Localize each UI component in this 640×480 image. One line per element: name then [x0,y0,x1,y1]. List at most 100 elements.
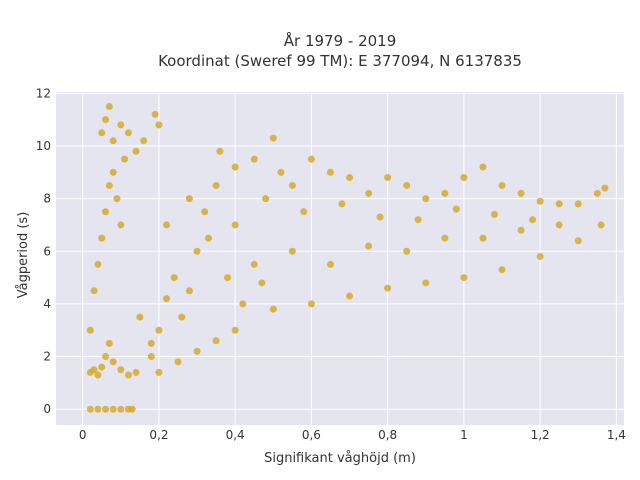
grid-lines [56,92,624,425]
data-point [250,260,258,268]
data-point [102,353,110,361]
data-point [231,326,239,334]
x-tick-label: 1,2 [531,428,550,442]
data-point [307,300,315,308]
data-point [498,181,506,189]
y-tick-label: 8 [43,192,51,206]
data-point [365,189,373,197]
data-point [262,195,270,203]
data-point [231,163,239,171]
data-point [86,326,94,334]
x-tick-label: 0,6 [302,428,321,442]
y-tick-label: 2 [43,350,51,364]
data-point [155,326,163,334]
data-point [479,163,487,171]
data-point [155,368,163,376]
data-point [414,216,422,224]
x-tick-label: 0,8 [378,428,397,442]
x-tick-label: 0 [79,428,87,442]
data-point [124,129,132,137]
data-point [193,247,201,255]
y-tick-label: 12 [36,86,51,100]
data-point [132,147,140,155]
x-tick-label: 1,4 [607,428,626,442]
data-point [201,208,209,216]
data-point [384,284,392,292]
plot-area [56,92,624,425]
data-point [113,195,121,203]
data-point [170,274,178,282]
data-point [555,200,563,208]
data-point [94,405,102,413]
data-point [117,366,125,374]
y-tick-label: 0 [43,402,51,416]
data-point [403,247,411,255]
data-point [441,189,449,197]
data-point [224,274,232,282]
data-point [365,242,373,250]
data-point [307,155,315,163]
data-point [117,405,125,413]
data-point [422,279,430,287]
data-point [117,121,125,129]
data-point [105,339,113,347]
data-point [460,174,468,182]
data-point [185,195,193,203]
data-point [155,121,163,129]
data-point [288,181,296,189]
data-point [124,371,132,379]
data-point [288,247,296,255]
data-point [98,234,106,242]
y-tick-label: 4 [43,297,51,311]
y-axis-ticks: 0 2 4 6 8 10 12 [36,86,51,416]
data-point [346,174,354,182]
x-axis-ticks: 0 0,2 0,4 0,6 0,8 1 1,2 1,4 [79,428,626,442]
data-point [231,221,239,229]
data-point [529,216,537,224]
data-points [86,102,609,413]
data-point [121,155,129,163]
data-point [98,363,106,371]
data-point [326,260,334,268]
data-point [174,358,182,366]
data-point [269,134,277,142]
y-tick-label: 10 [36,139,51,153]
data-point [90,287,98,295]
data-point [102,116,110,124]
data-point [185,287,193,295]
data-point [193,347,201,355]
data-point [117,221,125,229]
data-point [555,221,563,229]
data-point [109,405,117,413]
data-point [94,371,102,379]
data-point [498,266,506,274]
data-point [98,129,106,137]
data-point [452,205,460,213]
data-point [269,305,277,313]
data-point [204,234,212,242]
data-point [132,368,140,376]
data-point [86,405,94,413]
data-point [212,337,220,345]
data-point [128,405,136,413]
y-tick-label: 6 [43,244,51,258]
data-point [250,155,258,163]
data-point [105,102,113,110]
data-point [517,189,525,197]
data-point [536,197,544,205]
data-point [574,200,582,208]
data-point [593,189,601,197]
x-axis-label: Signifikant våghöjd (m) [264,451,416,466]
data-point [102,208,110,216]
data-point [147,353,155,361]
data-point [346,292,354,300]
data-point [239,300,247,308]
data-point [326,168,334,176]
data-point [460,274,468,282]
data-point [441,234,449,242]
x-tick-label: 0,2 [149,428,168,442]
x-tick-label: 1 [460,428,468,442]
data-point [136,313,144,321]
data-point [109,137,117,145]
